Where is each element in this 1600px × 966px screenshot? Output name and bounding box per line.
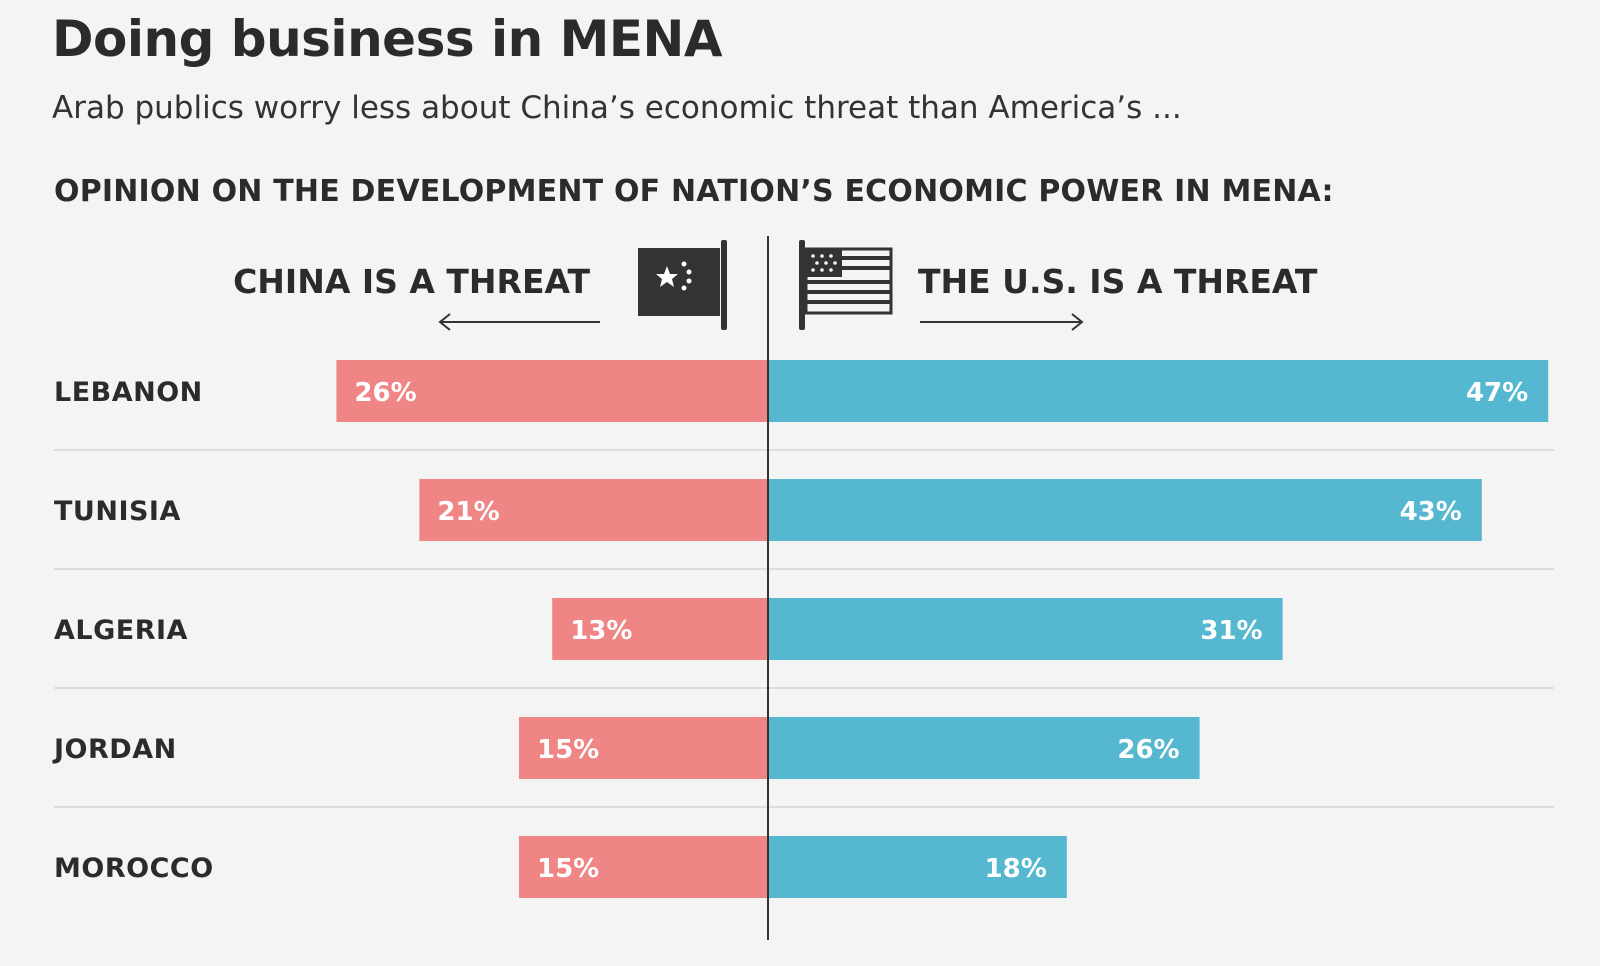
country-label-lebanon: LEBANON [54, 377, 203, 408]
value-label-us-algeria: 31% [1200, 616, 1262, 646]
chart-title: Doing business in MENA [52, 10, 723, 68]
legend-left-arrow [438, 313, 600, 331]
value-label-china-algeria: 13% [570, 616, 632, 646]
value-label-us-lebanon: 47% [1466, 378, 1528, 408]
country-label-tunisia: TUNISIA [54, 496, 181, 527]
bar-us-lebanon [768, 360, 1549, 422]
legend-right-arrow [920, 313, 1084, 331]
us-flag-icon [799, 240, 893, 330]
bar-china-algeria [552, 598, 768, 660]
value-label-china-lebanon: 26% [354, 378, 416, 408]
legend-china-label: CHINA IS A THREAT [233, 262, 590, 301]
value-label-us-jordan: 26% [1117, 735, 1179, 765]
chart-subtitle: Arab publics worry less about China’s ec… [52, 90, 1182, 126]
value-label-us-tunisia: 43% [1400, 497, 1462, 527]
bar-china-tunisia [419, 479, 768, 541]
legend-us-label: THE U.S. IS A THREAT [918, 262, 1318, 301]
value-label-us-morocco: 18% [985, 854, 1047, 884]
country-label-jordan: JORDAN [52, 734, 177, 765]
bar-us-algeria [768, 598, 1283, 660]
bar-china-morocco [519, 836, 768, 898]
bar-us-tunisia [768, 479, 1482, 541]
bar-china-jordan [519, 717, 768, 779]
bar-us-morocco [768, 836, 1067, 898]
value-label-china-jordan: 15% [537, 735, 599, 765]
value-label-china-tunisia: 21% [437, 497, 499, 527]
china-flag-icon [638, 240, 727, 330]
country-label-morocco: MOROCCO [54, 853, 214, 884]
value-label-china-morocco: 15% [537, 854, 599, 884]
country-label-algeria: ALGERIA [54, 615, 188, 646]
section-title: OPINION ON THE DEVELOPMENT OF NATION’S E… [54, 174, 1334, 209]
bar-china-lebanon [336, 360, 768, 422]
bar-us-jordan [768, 717, 1200, 779]
